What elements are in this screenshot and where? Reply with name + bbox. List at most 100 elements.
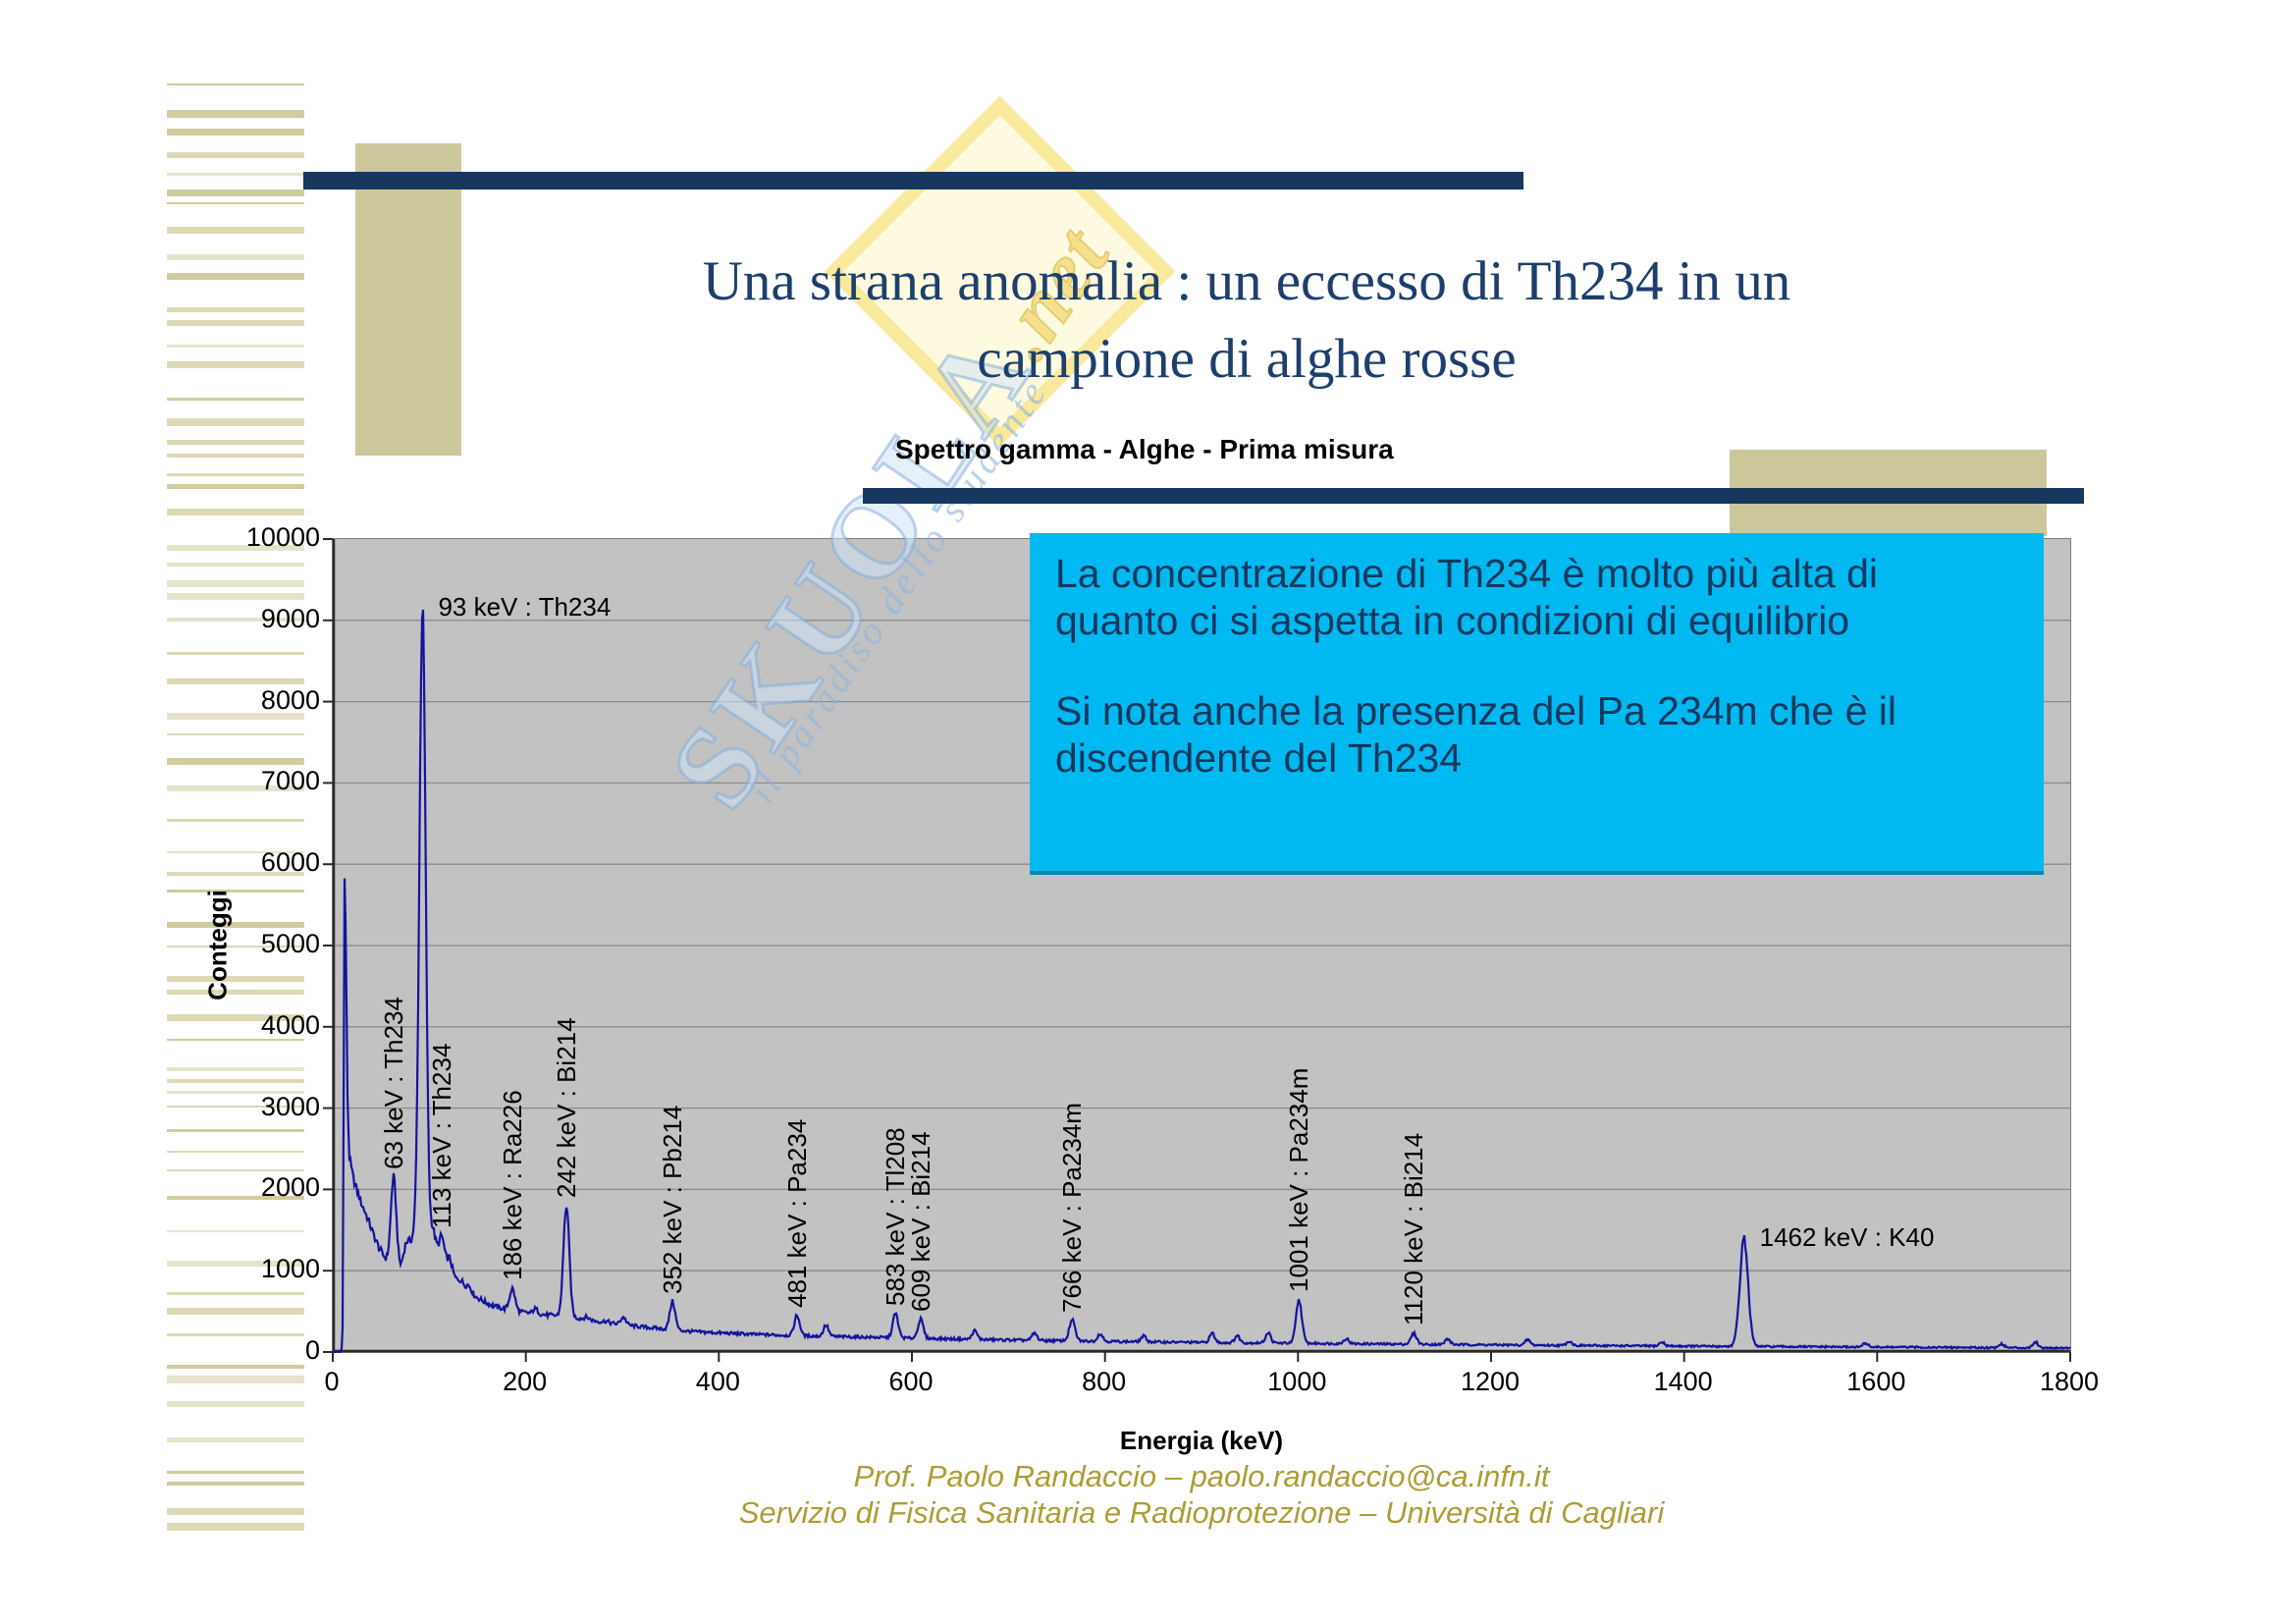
stripe-line xyxy=(167,733,304,735)
peak-label: 113 keV : Th234 xyxy=(427,1044,457,1229)
stripe-line xyxy=(167,678,304,684)
stripe-line xyxy=(167,922,304,928)
footer-credit-line2: Servizio di Fisica Sanitaria e Radioprot… xyxy=(738,1494,1665,1530)
info-box: La concentrazione di Th234 è molto più a… xyxy=(1030,533,2044,875)
footer-credit-line1: Prof. Paolo Randaccio – paolo.randaccio@… xyxy=(853,1459,1550,1493)
stripe-line xyxy=(167,758,304,765)
left-stripe-pattern xyxy=(167,83,304,1561)
stripe-line xyxy=(167,713,304,720)
stripe-line xyxy=(167,398,304,401)
y-tick-label: 2000 xyxy=(260,1172,320,1203)
x-axis-title: Energia (keV) xyxy=(1119,1426,1284,1455)
stripe-line xyxy=(167,1292,304,1295)
info-box-paragraph-2: Si nota anche la presenza del Pa 234m ch… xyxy=(1055,687,1896,781)
decor-navy-bar-middle xyxy=(863,488,2084,504)
peak-label: 186 keV : Ra226 xyxy=(497,1090,527,1281)
stripe-line xyxy=(167,1169,304,1171)
stripe-line xyxy=(167,851,304,853)
stripe-line xyxy=(167,1151,304,1153)
y-tick-label: 5000 xyxy=(260,929,320,958)
stripe-line xyxy=(167,819,304,822)
stripe-line xyxy=(167,1039,304,1041)
y-axis-title: Conteggi xyxy=(202,890,233,1001)
peak-label: 766 keV : Pa234m xyxy=(1057,1102,1088,1313)
stripe-line xyxy=(167,990,304,995)
y-tick-label: 1000 xyxy=(260,1254,320,1284)
stripe-line xyxy=(167,254,304,260)
x-tick-label: 1800 xyxy=(2039,1367,2100,1396)
stripe-line xyxy=(167,1106,304,1108)
stripe-line xyxy=(167,189,304,196)
stripe-line xyxy=(167,320,304,326)
stripe-line xyxy=(167,202,304,204)
peak-label: 1001 keV : Pa234m xyxy=(1284,1067,1314,1292)
stripe-line xyxy=(167,1482,304,1486)
stripe-line xyxy=(167,110,304,118)
stripe-line xyxy=(167,307,304,312)
stripe-line xyxy=(167,1365,304,1369)
stripe-line xyxy=(167,946,304,947)
stripe-line xyxy=(167,976,304,982)
y-tick-label: 10000 xyxy=(245,522,320,552)
page-title: Una strana anomalia : un eccesso di Th23… xyxy=(422,243,2071,398)
x-tick-label: 1200 xyxy=(1460,1367,1521,1396)
stripe-line xyxy=(167,593,304,600)
peak-label: 1120 keV : Bi214 xyxy=(1399,1133,1429,1326)
stripe-line xyxy=(167,1376,304,1383)
peak-label: 63 keV : Th234 xyxy=(378,997,408,1169)
x-tick-label: 400 xyxy=(695,1367,740,1396)
y-tick-label: 0 xyxy=(304,1335,320,1365)
stripe-line xyxy=(167,152,304,158)
stripe-line xyxy=(167,545,304,551)
stripe-line xyxy=(167,652,304,655)
info-box-paragraph-1: La concentrazione di Th234 è molto più a… xyxy=(1055,551,1879,643)
stripe-line xyxy=(167,1308,304,1315)
stripe-line xyxy=(167,418,304,426)
stripe-line xyxy=(167,1091,304,1094)
chart-title: Spettro gamma - Alghe - Prima misura xyxy=(895,434,1394,464)
x-tick-label: 800 xyxy=(1082,1367,1127,1396)
stripe-line xyxy=(167,1196,304,1200)
peak-label: 609 keV : Bi214 xyxy=(905,1131,935,1312)
stripe-line xyxy=(167,563,304,567)
stripe-line xyxy=(167,1067,304,1071)
stripe-line xyxy=(167,83,304,85)
stripe-line xyxy=(167,1261,304,1267)
y-tick-label: 9000 xyxy=(260,603,320,633)
peak-label: 93 keV : Th234 xyxy=(438,592,612,622)
y-tick-label: 8000 xyxy=(260,684,320,715)
decor-khaki-block-left xyxy=(355,143,461,456)
stripe-line xyxy=(167,273,304,280)
stripe-line xyxy=(167,1014,304,1021)
stripe-line xyxy=(167,1079,304,1083)
peak-label: 352 keV : Pb214 xyxy=(658,1105,688,1294)
stripe-line xyxy=(167,484,304,489)
stripe-line xyxy=(167,1129,304,1132)
peak-label: 1462 keV : K40 xyxy=(1759,1222,1935,1253)
stripe-line xyxy=(167,1523,304,1531)
stripe-line xyxy=(167,129,304,135)
stripe-line xyxy=(167,1437,304,1442)
stripe-line xyxy=(167,361,304,368)
stripe-line xyxy=(167,1471,304,1474)
x-tick-label: 0 xyxy=(324,1367,340,1396)
stripe-line xyxy=(167,473,304,476)
stripe-line xyxy=(167,454,304,458)
stripe-line xyxy=(167,618,304,622)
footer-credits: Prof. Paolo Randaccio – paolo.randaccio@… xyxy=(332,1459,2071,1531)
y-tick-label: 3000 xyxy=(260,1091,320,1121)
stripe-line xyxy=(167,785,304,791)
x-tick-label: 600 xyxy=(888,1367,934,1396)
x-tick-label: 1000 xyxy=(1267,1367,1327,1396)
page-title-line2: campione di alghe rosse xyxy=(977,327,1517,390)
stripe-line xyxy=(167,580,304,587)
peak-label: 481 keV : Pa234 xyxy=(781,1118,812,1308)
stripe-line xyxy=(167,345,304,348)
stripe-line xyxy=(167,1333,304,1336)
decor-navy-bar-top xyxy=(303,172,1523,189)
spectrum-line xyxy=(332,609,2071,1353)
stripe-line xyxy=(167,1230,304,1232)
stripe-line xyxy=(167,1508,304,1515)
stripe-line xyxy=(167,509,304,515)
